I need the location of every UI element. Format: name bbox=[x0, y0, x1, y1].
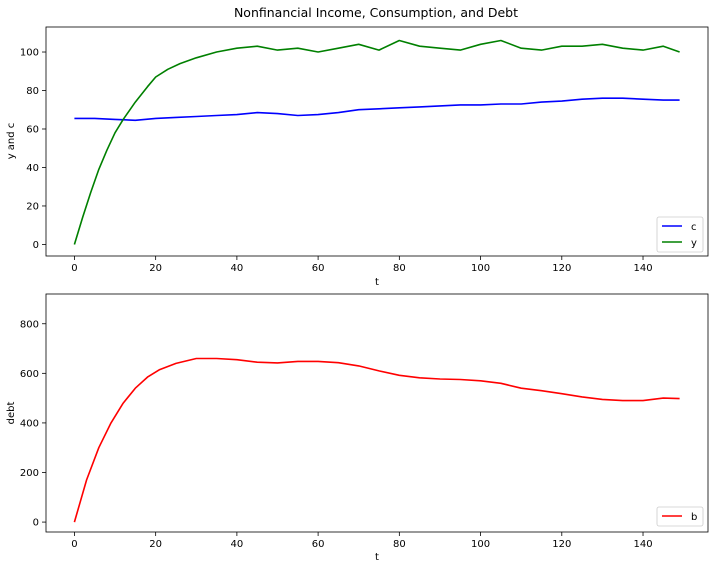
bottom-xtick-label: 100 bbox=[471, 539, 490, 550]
bottom-xtick-label: 60 bbox=[312, 539, 325, 550]
top-ytick-label: 0 bbox=[33, 240, 39, 251]
top-ytick-label: 60 bbox=[26, 124, 39, 135]
top-xtick-label: 120 bbox=[552, 263, 571, 274]
legend-label-b: b bbox=[691, 512, 697, 523]
bottom-xtick-label: 80 bbox=[393, 539, 406, 550]
legend-label-c: c bbox=[691, 222, 697, 233]
top-xtick-label: 140 bbox=[633, 263, 652, 274]
top-ytick-label: 20 bbox=[26, 201, 39, 212]
top-chart-lines bbox=[73, 39, 680, 245]
top-xtick-label: 0 bbox=[71, 263, 77, 274]
bottom-chart-lines bbox=[73, 357, 680, 523]
top-ytick-label: 100 bbox=[20, 48, 39, 59]
bottom-xtick-label: 0 bbox=[71, 539, 77, 550]
top-ytick-label: 80 bbox=[26, 86, 39, 97]
bottom-xtick-label: 140 bbox=[633, 539, 652, 550]
top-xtick-label: 20 bbox=[149, 263, 162, 274]
bottom-ytick-label: 200 bbox=[20, 468, 39, 479]
bottom-xtick-label: 40 bbox=[231, 539, 244, 550]
top-chart-legend: c y bbox=[656, 216, 704, 253]
bottom-chart-xlabel: t bbox=[375, 552, 379, 563]
bottom-ytick-label: 400 bbox=[20, 418, 39, 429]
series-line-c bbox=[74, 97, 680, 122]
bottom-chart: 0 20 40 60 80 100 120 140 0 200 400 600 800 t debt b bbox=[6, 293, 709, 563]
top-xtick-label: 60 bbox=[312, 263, 325, 274]
top-xtick-label: 40 bbox=[231, 263, 244, 274]
bottom-ytick-label: 800 bbox=[20, 319, 39, 330]
figure-title: Nonfinancial Income, Consumption, and De… bbox=[234, 5, 518, 20]
top-chart-ticks: 0 20 40 60 80 100 120 140 0 20 40 60 80 100 bbox=[20, 48, 653, 274]
bottom-xtick-label: 120 bbox=[552, 539, 571, 550]
top-xtick-label: 100 bbox=[471, 263, 490, 274]
bottom-chart-frame bbox=[45, 293, 709, 533]
legend-label-y: y bbox=[691, 238, 697, 249]
top-xtick-label: 80 bbox=[393, 263, 406, 274]
bottom-chart-legend: b bbox=[656, 506, 704, 527]
top-chart-ylabel: y and c bbox=[6, 123, 17, 160]
top-chart: 0 20 40 60 80 100 120 140 0 20 40 60 80 100 t y and c… bbox=[6, 26, 709, 288]
bottom-ytick-label: 0 bbox=[33, 518, 39, 529]
series-line-y bbox=[73, 39, 680, 245]
top-chart-frame bbox=[45, 26, 709, 257]
bottom-chart-ylabel: debt bbox=[6, 402, 17, 425]
bottom-chart-ticks: 0 20 40 60 80 100 120 140 0 200 400 600 800 bbox=[20, 319, 653, 550]
top-ytick-label: 40 bbox=[26, 163, 39, 174]
series-line-b bbox=[73, 357, 680, 523]
bottom-ytick-label: 600 bbox=[20, 369, 39, 380]
top-chart-xlabel: t bbox=[375, 277, 379, 288]
bottom-xtick-label: 20 bbox=[149, 539, 162, 550]
